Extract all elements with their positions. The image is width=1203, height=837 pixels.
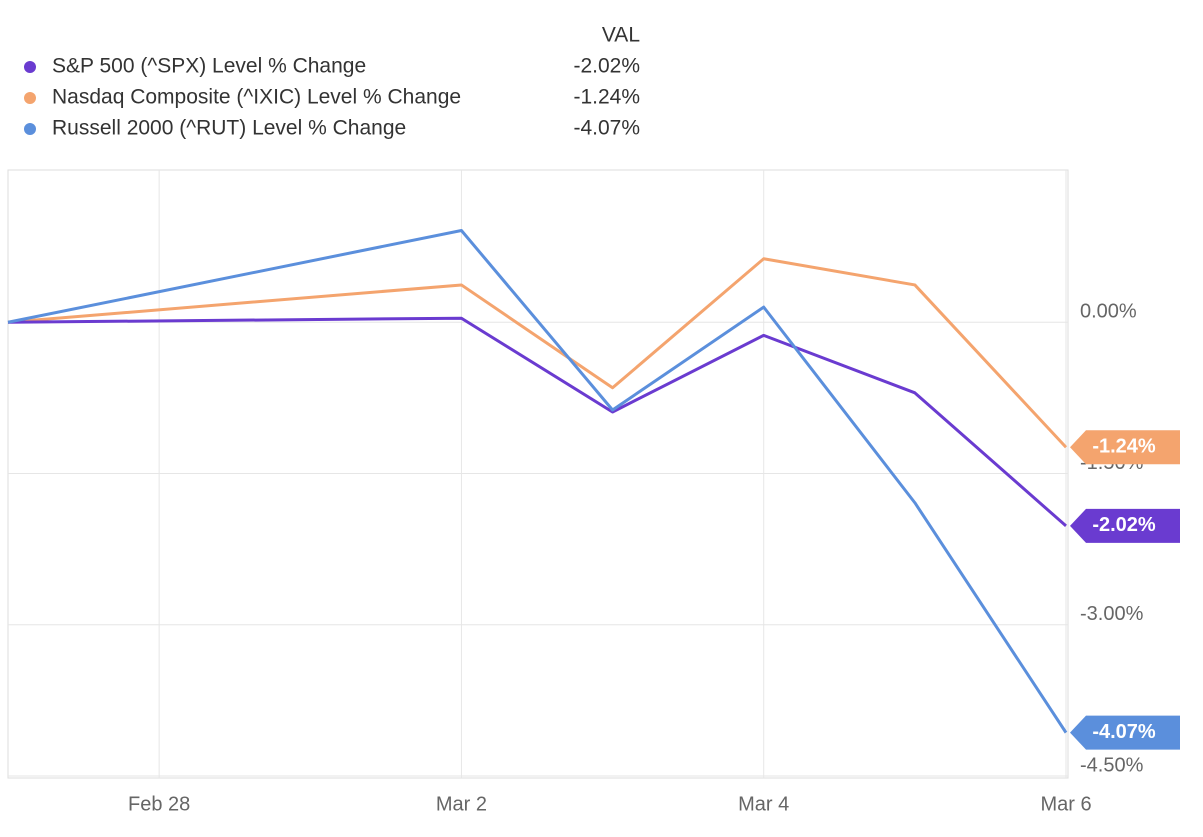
legend-label: S&P 500 (^SPX) Level % Change — [52, 55, 366, 78]
x-tick-label: Mar 4 — [738, 793, 789, 815]
series-line — [7, 228, 1068, 734]
x-tick-label: Mar 2 — [436, 793, 487, 815]
legend-value: -2.02% — [573, 55, 640, 78]
y-tick-label: -4.50% — [1080, 754, 1144, 776]
value-label: -2.02% — [1092, 514, 1156, 536]
value-label: -1.24% — [1092, 436, 1156, 458]
legend-header: VAL — [602, 24, 640, 47]
value-badge — [1070, 508, 1180, 543]
legend-marker — [24, 61, 36, 73]
legend-marker — [24, 123, 36, 135]
plot-frame — [7, 169, 1069, 779]
x-tick-label: Mar 6 — [1040, 793, 1091, 815]
legend-value: -4.07% — [573, 117, 640, 140]
legend-value: -1.24% — [573, 86, 640, 109]
legend-label: Nasdaq Composite (^IXIC) Level % Change — [52, 86, 461, 109]
value-badge — [1070, 715, 1180, 750]
y-tick-label: 0.00% — [1080, 301, 1137, 323]
y-tick-label: -3.00% — [1080, 603, 1144, 625]
series-line — [7, 257, 1068, 449]
value-label: -4.07% — [1092, 721, 1156, 743]
legend-marker — [24, 92, 36, 104]
x-tick-label: Feb 28 — [128, 793, 190, 815]
value-badge — [1070, 430, 1180, 465]
legend-label: Russell 2000 (^RUT) Level % Change — [52, 117, 406, 140]
series-line — [7, 316, 1067, 528]
